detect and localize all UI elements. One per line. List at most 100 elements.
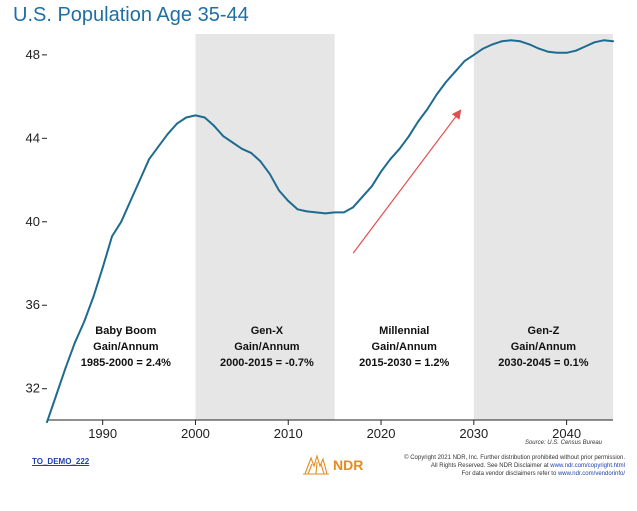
data-point-2038	[547, 50, 549, 53]
data-point-2017	[352, 206, 355, 209]
chart-title: U.S. Population Age 35-44	[13, 4, 249, 26]
data-point-2041	[574, 49, 577, 52]
data-point-2027	[445, 81, 447, 83]
shaded-period-1	[473, 34, 613, 420]
copyright-line-2: All Rights Reserved. See NDR Disclaimer …	[360, 462, 625, 470]
data-point-2036	[528, 43, 531, 46]
data-point-1994	[138, 179, 141, 181]
data-point-2034	[510, 39, 512, 42]
data-point-2031	[482, 47, 484, 50]
data-point-1993	[129, 200, 132, 202]
data-point-2010	[287, 200, 290, 202]
shaded-period-0	[195, 34, 335, 420]
annotation-1-line-1: Gen-X	[251, 325, 284, 337]
data-point-2000	[194, 114, 197, 117]
data-point-1991	[111, 235, 113, 238]
annotation-1-line-2: Gain/Annum	[234, 341, 300, 353]
annotation-2-line-1: Millennial	[379, 325, 429, 337]
data-point-2032	[491, 43, 494, 46]
data-point-2045	[612, 40, 614, 43]
data-point-2021	[389, 158, 392, 161]
demo-code-link[interactable]: TO_DEMO_222	[32, 457, 90, 466]
data-point-2009	[278, 189, 280, 192]
data-point-2016	[343, 211, 345, 214]
annotation-3-line-3: 2030-2045 = 0.1%	[498, 357, 588, 369]
data-point-2035	[519, 40, 522, 43]
ndr-logo-icon	[303, 454, 329, 475]
copyright-line-3-text: For data vendor disclaimers refer to	[461, 471, 558, 477]
y-tick-label-48: 48	[26, 47, 40, 62]
y-tick-label-32: 32	[26, 381, 40, 396]
data-point-2040	[565, 51, 568, 54]
data-point-2004	[231, 141, 234, 144]
data-point-2020	[380, 170, 382, 173]
copyright-notice: © Copyright 2021 NDR, Inc. Further distr…	[360, 454, 625, 478]
y-tick-label-36: 36	[26, 297, 40, 312]
data-point-1996	[157, 145, 160, 148]
data-point-1999	[185, 116, 188, 119]
data-point-2033	[500, 40, 503, 43]
data-point-2037	[537, 47, 540, 50]
data-point-2001	[203, 116, 206, 119]
y-tick-label-40: 40	[26, 214, 40, 229]
data-point-1990	[101, 266, 104, 269]
data-point-2022	[398, 147, 401, 150]
data-point-2023	[407, 135, 410, 138]
annotation-3-line-2: Gain/Annum	[511, 341, 577, 353]
data-point-2044	[602, 39, 605, 42]
data-point-2007	[259, 160, 262, 163]
data-point-2029	[463, 60, 466, 63]
data-point-1998	[176, 122, 178, 125]
data-point-2014	[324, 212, 327, 215]
data-point-2043	[593, 41, 596, 44]
data-point-2005	[240, 147, 243, 150]
data-point-1988	[83, 321, 86, 323]
data-point-1989	[92, 295, 95, 298]
annotation-0-line-1: Baby Boom	[95, 325, 156, 337]
annotation-3-line-1: Gen-Z	[528, 325, 560, 337]
copyright-line-2-text: All Rights Reserved. See NDR Disclaimer …	[430, 463, 551, 469]
x-tick-label-2040: 2040	[552, 426, 581, 441]
data-point-2015	[333, 211, 336, 214]
data-point-1984	[46, 421, 48, 423]
series-line-0	[46, 39, 614, 424]
ndr-logo: NDR	[302, 452, 363, 478]
data-point-2030	[472, 53, 475, 56]
data-point-2008	[268, 172, 271, 175]
data-point-1987	[73, 341, 76, 344]
data-point-1986	[64, 366, 67, 369]
trend-arrow	[352, 109, 462, 254]
annotation-0-line-2: Gain/Annum	[93, 341, 159, 353]
x-tick-label-2000: 2000	[181, 426, 210, 441]
chart-axes: 1990 2000 2010 2020 2030 2040 32 36 40 44 48	[26, 47, 613, 441]
data-point-2011	[296, 208, 299, 211]
copyright-line-3: For data vendor disclaimers refer to www…	[360, 470, 625, 478]
vendorinfo-link[interactable]: www.ndr.com/vendorinfo/	[557, 471, 625, 477]
data-point-2003	[222, 135, 225, 138]
data-point-1985	[55, 394, 58, 396]
ndr-brand-text: NDR	[333, 457, 364, 473]
shaded-periods	[195, 34, 613, 420]
data-point-2024	[417, 120, 420, 123]
data-point-2026	[435, 93, 438, 96]
data-point-2039	[556, 51, 559, 54]
x-tick-label-2020: 2020	[367, 426, 396, 441]
data-point-2013	[315, 211, 317, 214]
data-point-2025	[426, 108, 429, 111]
copyright-line-1: © Copyright 2021 NDR, Inc. Further distr…	[404, 455, 625, 461]
data-point-2018	[361, 195, 364, 198]
data-point-2002	[213, 124, 215, 127]
y-tick-label-44: 44	[26, 130, 40, 145]
annotation-1-line-3: 2000-2015 = -0.7%	[220, 357, 314, 369]
series-layer	[46, 39, 614, 424]
data-point-2019	[370, 185, 373, 188]
data-point-1995	[148, 158, 150, 161]
data-point-2042	[584, 45, 587, 48]
annotation-layer: Baby Boom Gain/Annum 1985-2000 = 2.4% Gen-X…	[81, 109, 589, 369]
annotation-0-line-3: 1985-2000 = 2.4%	[81, 357, 171, 369]
data-point-1992	[120, 220, 123, 223]
copyright-link[interactable]: www.ndr.com/copyright.html	[550, 463, 625, 469]
x-tick-label-2030: 2030	[459, 426, 488, 441]
annotation-2-line-3: 2015-2030 = 1.2%	[359, 357, 449, 369]
